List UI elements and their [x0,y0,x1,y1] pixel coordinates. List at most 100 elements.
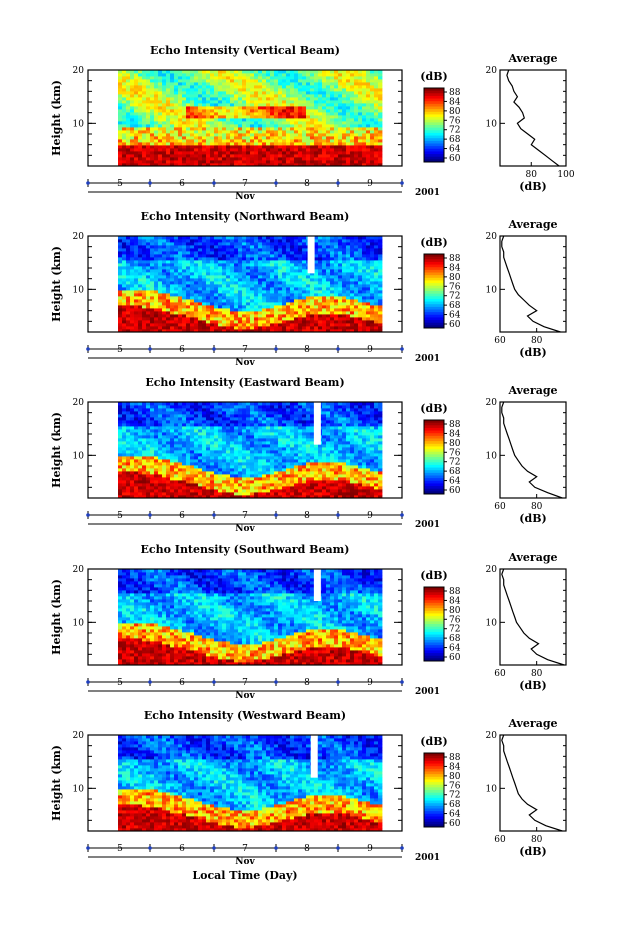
heatmap-cell [178,242,183,246]
heatmap-cell [266,239,271,243]
heatmap-cell [214,91,219,95]
heatmap-cell [314,127,319,131]
heatmap-cell [170,73,175,77]
heatmap-cell [318,317,323,321]
avg-y-tick-label: 10 [486,285,498,295]
heatmap-cell [298,260,303,264]
colorbar-segment [424,312,444,316]
heatmap-cell [242,245,247,249]
heatmap-cell [378,477,383,481]
y-axis-label: Height (km) [50,80,63,156]
heatmap-cell [346,236,351,240]
heatmap-cell [146,317,151,321]
heatmap-cell [294,284,299,288]
heatmap-cell [358,124,363,128]
heatmap-cell [334,94,339,98]
heatmap-cell [350,124,355,128]
heatmap-cell [294,160,299,164]
heatmap-cell [158,293,163,297]
heatmap-cell [194,79,199,83]
heatmap-cell [278,489,283,493]
heatmap-cell [230,281,235,285]
heatmap-cell [342,76,347,80]
heatmap-cell [210,136,215,140]
heatmap-cell [374,251,379,255]
heatmap-cell [378,323,383,327]
heatmap-cell [346,151,351,155]
heatmap-cell [234,248,239,252]
heatmap-cell [118,290,123,294]
heatmap-cell [174,73,179,77]
heatmap-cell [190,489,195,493]
heatmap-cell [118,127,123,131]
colorbar-unit: (dB) [420,236,447,249]
heatmap-cell [150,130,155,134]
heatmap-cell [374,483,379,487]
heatmap-cell [266,477,271,481]
heatmap-cell [314,136,319,140]
heatmap-cell [326,308,331,312]
heatmap-cell [150,293,155,297]
heatmap-cell [258,133,263,137]
heatmap-cell [286,124,291,128]
heatmap-cell [182,266,187,270]
heatmap-cell [326,269,331,273]
heatmap-cell [122,471,127,475]
heatmap-cell [350,477,355,481]
heatmap-cell [258,100,263,104]
heatmap-cell [354,287,359,291]
heatmap-cell [278,320,283,324]
heatmap-cell [326,263,331,267]
heatmap-cell [346,106,351,110]
heatmap-cell [346,278,351,282]
heatmap-cell [178,136,183,140]
heatmap-cell [154,326,159,330]
heatmap-cell [122,145,127,149]
colorbar-segment [424,280,444,284]
heatmap-cell [138,284,143,288]
heatmap-cell [214,121,219,125]
heatmap-cell [294,251,299,255]
heatmap-cell [378,302,383,306]
heatmap-cell [186,489,191,493]
heatmap-cell [254,151,259,155]
heatmap-cell [318,326,323,330]
heatmap-cell [118,489,123,493]
heatmap-cell [258,85,263,89]
heatmap-cell [226,492,231,496]
heatmap-cell [282,287,287,291]
heatmap-cell [258,151,263,155]
heatmap-cell [242,106,247,110]
heatmap-cell [250,293,255,297]
heatmap-cell [194,85,199,89]
heatmap-cell [258,308,263,312]
heatmap-cell [254,115,259,119]
heatmap-cell [210,486,215,490]
heatmap-cell [142,287,147,291]
heatmap-cell [326,115,331,119]
heatmap-cell [258,70,263,74]
heatmap-cell [134,263,139,267]
colorbar-tick-label: 84 [449,97,461,107]
heatmap-cell [366,97,371,101]
heatmap-cell [186,290,191,294]
heatmap-cell [174,236,179,240]
heatmap-cell [342,492,347,496]
heatmap-cell [230,245,235,249]
heatmap-cell [142,266,147,270]
heatmap-cell [130,130,135,134]
heatmap-cell [258,299,263,303]
heatmap-cell [358,109,363,113]
heatmap-cell [378,82,383,86]
heatmap-cell [122,70,127,74]
heatmap-cell [326,266,331,270]
heatmap-cell [270,329,275,333]
heatmap-cell [278,284,283,288]
heatmap-cell [334,486,339,490]
heatmap-cell [218,308,223,312]
heatmap-cell [138,106,143,110]
heatmap-cell [334,314,339,318]
heatmap-cell [354,483,359,487]
heatmap-cell [274,85,279,89]
heatmap-cell [250,489,255,493]
